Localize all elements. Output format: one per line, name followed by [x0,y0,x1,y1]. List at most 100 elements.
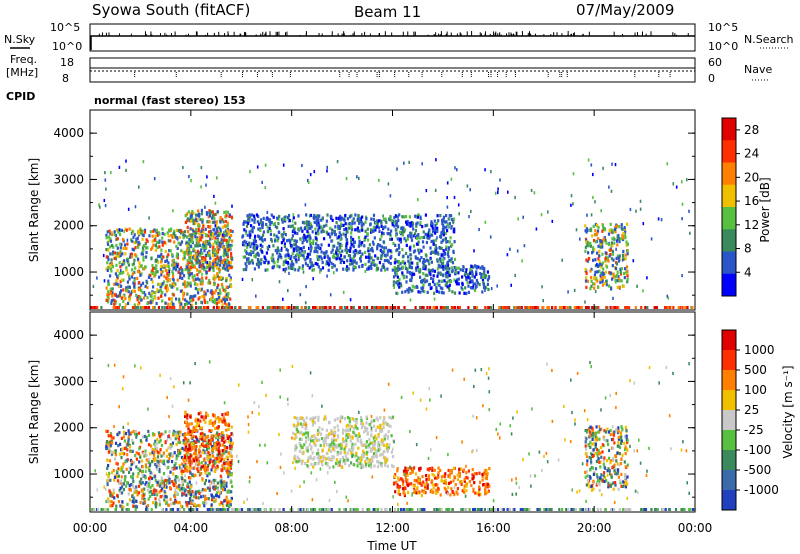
data-cell [121,485,124,489]
data-cell [521,259,523,263]
data-cell [309,258,312,262]
data-cell [217,292,220,296]
data-cell [614,225,617,230]
data-cell [650,237,653,241]
data-cell [111,504,114,508]
data-cell [225,495,228,499]
data-cell [301,423,304,427]
data-cell [123,229,125,233]
data-cell [337,217,340,221]
data-cell [446,229,449,233]
data-cell [118,228,121,232]
data-cell [401,215,404,219]
data-cell [158,254,161,258]
data-cell [333,426,336,430]
data-cell [451,290,454,294]
data-cell [168,228,171,232]
data-cell [688,209,690,213]
data-cell [143,267,146,271]
data-cell [440,291,444,295]
data-cell [230,266,233,270]
data-cell [611,237,614,241]
data-cell [524,306,527,309]
data-cell [183,256,186,260]
data-cell [499,178,501,182]
data-cell [289,241,292,245]
data-cell [165,495,168,499]
data-cell [374,434,377,438]
data-cell [423,259,426,264]
data-cell [430,220,433,224]
colorbar-tick-label: 4 [744,265,752,279]
data-cell [426,273,429,277]
data-cell [380,220,382,224]
data-cell [124,476,127,480]
data-cell [410,278,413,283]
data-cell [243,243,246,247]
data-cell [126,259,129,263]
data-cell [300,253,303,257]
data-cell [207,458,210,462]
data-cell [247,306,250,309]
data-cell [434,250,436,254]
data-cell [228,213,231,217]
data-cell [272,265,275,269]
data-cell [156,288,159,292]
data-cell [347,226,351,230]
data-cell [446,222,449,226]
data-cell [331,248,334,252]
data-cell [391,223,394,227]
data-cell [158,498,161,502]
data-cell [282,227,285,231]
data-cell [243,228,246,232]
data-cell [199,427,202,431]
data-cell [318,257,320,261]
data-cell [217,226,220,230]
data-cell [160,252,163,256]
data-cell [392,275,396,279]
data-cell [148,216,150,220]
data-cell [315,237,318,241]
data-cell [286,261,289,265]
data-cell [141,237,144,241]
data-cell [278,306,281,309]
data-cell [174,481,177,485]
data-cell [199,262,202,266]
data-cell [152,266,155,270]
data-cell [193,452,196,456]
data-cell [127,438,130,442]
data-cell [131,494,134,498]
data-cell [127,207,130,211]
data-cell [175,442,178,447]
data-cell [344,454,347,458]
data-cell [142,469,145,473]
data-cell [148,443,151,447]
data-cell [174,437,177,441]
data-cell [182,297,185,301]
data-cell [446,266,449,270]
data-cell [146,301,149,306]
data-cell [151,246,154,250]
data-cell [208,251,211,255]
station-title: Syowa South (fitACF) [92,1,250,19]
data-cell [368,255,371,260]
data-cell [560,306,563,309]
data-cell [470,264,473,269]
data-cell [431,226,434,230]
data-cell [196,273,199,277]
data-cell [229,297,232,301]
data-cell [117,284,120,288]
data-cell [430,276,433,280]
data-cell [604,281,607,286]
data-cell [186,465,189,469]
data-cell [206,486,209,490]
data-cell [594,240,597,244]
data-cell [387,248,390,252]
data-cell [446,285,449,289]
data-cell [194,451,198,455]
data-cell [126,257,130,261]
data-cell [618,277,621,281]
data-cell [345,244,348,248]
data-cell [261,233,265,237]
data-cell [219,220,222,224]
